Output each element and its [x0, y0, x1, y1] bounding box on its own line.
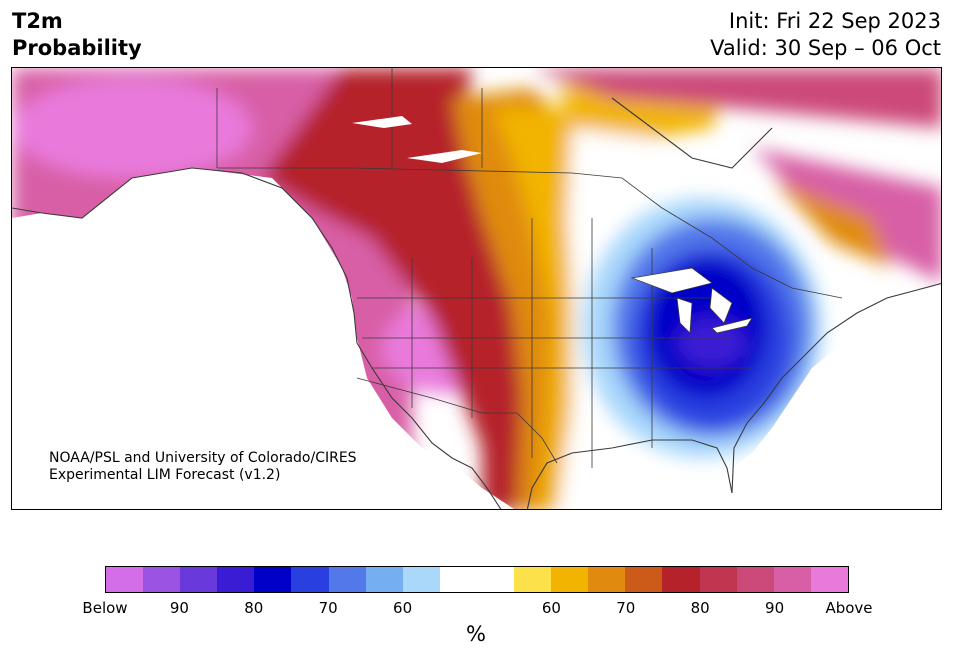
lake-huron [709, 287, 733, 324]
coastlines [12, 97, 941, 509]
colorbar-tick-label: 80 [690, 599, 710, 617]
colorbar-segment [291, 567, 329, 592]
title-line-2: Probability [12, 36, 142, 60]
forecast-dates: Init: Fri 22 Sep 2023 Valid: 30 Sep – 06… [710, 8, 941, 62]
great-lakes [630, 267, 753, 334]
colorbar-segment [514, 567, 552, 592]
colorbar-tick-label: 70 [318, 599, 338, 617]
colorbar-segment [106, 567, 144, 592]
colorbar-tick-label: Above [825, 599, 873, 617]
credit-line-1: NOAA/PSL and University of Colorado/CIRE… [49, 450, 357, 466]
above-alaska-region [12, 78, 252, 178]
political-borders [216, 68, 843, 468]
colorbar-tick-label: 80 [244, 599, 264, 617]
colorbar-segment [439, 567, 477, 592]
colorbar-segment [662, 567, 700, 592]
map-title: T2m Probability [12, 8, 142, 62]
colorbar-segment [773, 567, 811, 592]
colorbar-unit: % [466, 622, 486, 646]
colorbar-segment [254, 567, 292, 592]
colorbar-segment [328, 567, 366, 592]
warm-labrador-band [772, 178, 892, 268]
hudson-bay-coast [611, 97, 773, 169]
colorbar-tick-label: 90 [169, 599, 189, 617]
us-mexico-border [356, 377, 558, 464]
colorbar-tick-label: 70 [616, 599, 636, 617]
colorbar-tick-label: 90 [765, 599, 785, 617]
east-coastline [731, 282, 941, 494]
colorbar-segment [476, 567, 515, 592]
credit-line-2: Experimental LIM Forecast (v1.2) [49, 467, 281, 483]
great-bear-lake [352, 116, 412, 128]
colorbar-tick-label: 60 [541, 599, 561, 617]
credit-text: NOAA/PSL and University of Colorado/CIRE… [49, 450, 357, 484]
colorbar-labels: Below 90 80 70 60 60 70 80 90 Above [82, 599, 872, 619]
colorbar-segment [588, 567, 626, 592]
colorbar-segment [699, 567, 737, 592]
above-north-region [532, 68, 941, 128]
canada-us-border [217, 167, 843, 299]
colorbar-segment [810, 567, 848, 592]
warm-red-band [262, 68, 537, 509]
lake-superior [630, 267, 713, 294]
init-date: Init: Fri 22 Sep 2023 [728, 9, 941, 33]
colorbar-segment [180, 567, 218, 592]
great-slave-lake [407, 150, 482, 163]
gulf-coastline [526, 439, 733, 509]
neutral-central-band [562, 128, 652, 509]
arctic-lakes [352, 116, 482, 163]
probability-map [12, 68, 941, 509]
colorbar-segment [143, 567, 181, 592]
colorbar-tick-label: 60 [393, 599, 413, 617]
colorbar-tick-label: Below [82, 599, 128, 617]
map-panel [11, 67, 942, 510]
lake-michigan [676, 297, 693, 334]
valid-period: Valid: 30 Sep – 06 Oct [710, 36, 941, 60]
colorbar-segment [551, 567, 589, 592]
colorbar [105, 566, 849, 593]
colorbar-segment [402, 567, 440, 592]
colorbar-segment [365, 567, 403, 592]
title-line-1: T2m [12, 9, 63, 33]
lake-erie [711, 317, 753, 334]
cool-center-region [677, 318, 747, 368]
colorbar-segment [736, 567, 774, 592]
west-coastline [12, 167, 502, 509]
colorbar-segment [625, 567, 663, 592]
colorbar-segment [217, 567, 255, 592]
